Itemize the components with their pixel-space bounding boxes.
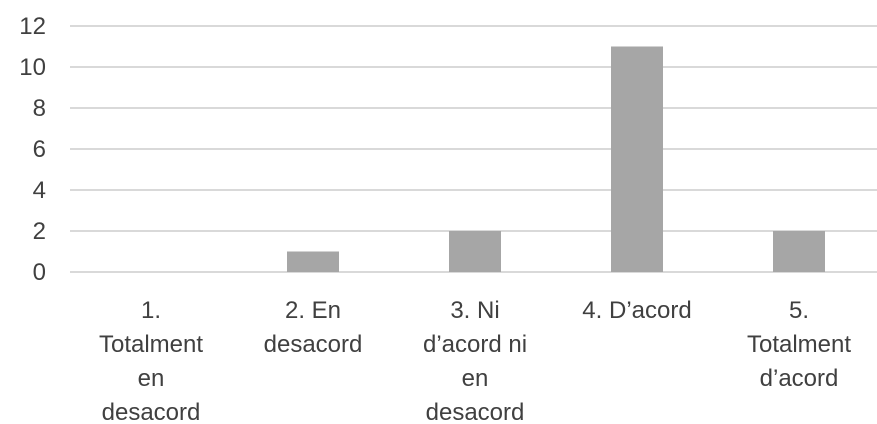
x-category-label: 1. Totalment en desacord <box>99 297 203 424</box>
x-category-label-line: d’acord <box>760 365 839 392</box>
y-tick-label: 0 <box>33 259 46 286</box>
x-category-label-line: 5. <box>789 297 809 324</box>
x-category-label-line: 1. <box>141 297 161 324</box>
bar <box>287 251 339 272</box>
y-tick-label: 2 <box>33 218 46 245</box>
x-category-label-line: desacord <box>426 399 525 424</box>
bar <box>449 231 501 272</box>
x-category-label-line: desacord <box>102 399 201 424</box>
bar <box>611 46 663 272</box>
bar <box>773 231 825 272</box>
x-category-label: 5. Totalment d’acord <box>747 297 851 392</box>
x-category-label-line: en <box>462 365 489 392</box>
x-category-label-line: 2. En <box>285 297 341 324</box>
x-category-label-line: en <box>138 365 165 392</box>
x-category-label-line: 4. D’acord <box>582 297 691 324</box>
x-category-label-line: Totalment <box>747 331 851 358</box>
x-category-label: 3. Ni d’acord ni en desacord <box>423 297 527 424</box>
y-tick-label: 8 <box>33 95 46 122</box>
y-tick-label: 12 <box>19 13 46 40</box>
x-category-label: 2. En desacord <box>264 297 363 358</box>
y-axis-ticks: 0 2 4 6 8 10 12 <box>19 13 46 286</box>
x-axis-labels: 1. Totalment en desacord 2. En desacord 3. Ni d… <box>99 297 851 424</box>
gridlines <box>70 25 877 273</box>
bars <box>287 46 825 272</box>
x-category-label-line: Totalment <box>99 331 203 358</box>
x-category-label-line: desacord <box>264 331 363 358</box>
y-tick-label: 4 <box>33 177 46 204</box>
x-category-label-line: 3. Ni <box>450 297 499 324</box>
x-category-label: 4. D’acord <box>582 297 691 324</box>
x-category-label-line: d’acord ni <box>423 331 527 358</box>
y-tick-label: 6 <box>33 136 46 163</box>
y-tick-label: 10 <box>19 54 46 81</box>
